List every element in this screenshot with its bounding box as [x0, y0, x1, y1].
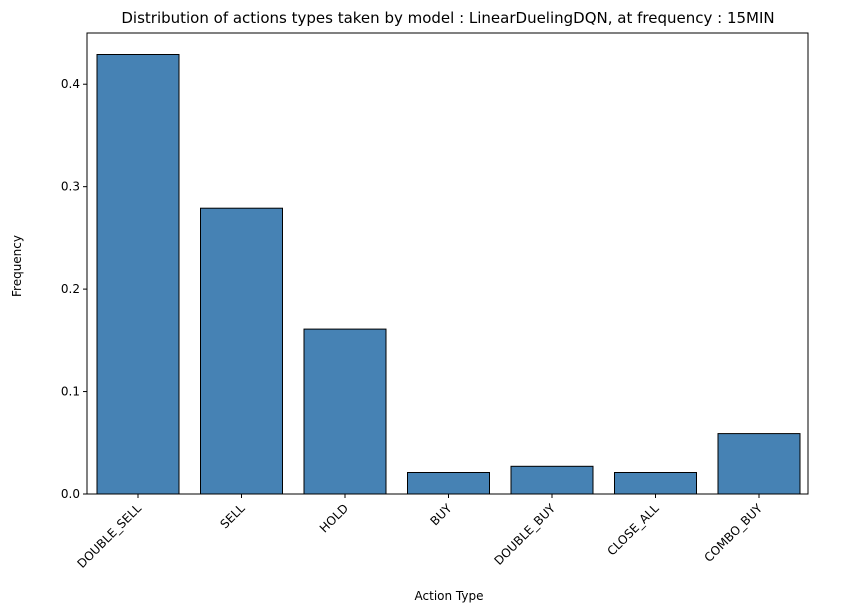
- bar-double-sell: [96, 54, 180, 495]
- x-tick-label: COMBO_BUY: [701, 501, 765, 565]
- bar-sell: [200, 207, 283, 495]
- x-tick-label: HOLD: [317, 501, 351, 535]
- y-tick-label: 0.2: [61, 282, 80, 296]
- bars-layer: [96, 54, 801, 495]
- axes-layer: [86, 32, 809, 495]
- plot-frame: [86, 32, 809, 495]
- y-tick-label: 0.3: [61, 180, 80, 194]
- bar-double-buy: [510, 465, 594, 495]
- bar-close-all: [614, 472, 697, 495]
- y-tick-label: 0.4: [61, 77, 80, 91]
- y-axis-label: Frequency: [10, 235, 24, 297]
- bar-hold: [303, 328, 387, 495]
- y-tick-label: 0.1: [61, 385, 80, 399]
- x-tick-label: SELL: [218, 501, 248, 531]
- chart-title: Distribution of actions types taken by m…: [121, 9, 774, 27]
- bar-combo-buy: [717, 433, 801, 495]
- y-ticks: 0.0 0.1 0.2 0.3 0.4: [61, 77, 87, 501]
- x-tick-label: DOUBLE_SELL: [74, 501, 144, 571]
- x-tick-label: BUY: [427, 501, 455, 529]
- x-ticks: DOUBLE_SELL SELL HOLD BUY DOUBLE_BUY CLOSE_AL…: [74, 494, 766, 571]
- x-axis-label: Action Type: [415, 589, 484, 603]
- y-tick-label: 0.0: [61, 487, 80, 501]
- x-tick-label: CLOSE_ALL: [604, 501, 661, 558]
- x-tick-label: DOUBLE_BUY: [491, 501, 558, 568]
- bar-buy: [407, 472, 490, 495]
